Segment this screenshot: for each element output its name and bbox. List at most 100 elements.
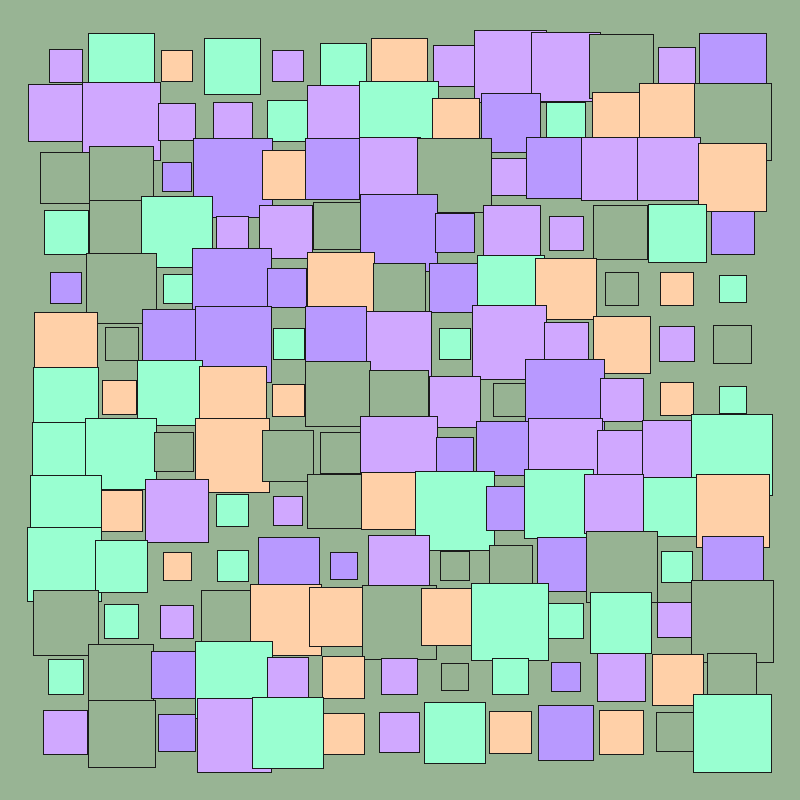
square-sage bbox=[313, 202, 361, 250]
square-violet bbox=[526, 137, 588, 199]
square-mint bbox=[661, 551, 693, 583]
square-sage bbox=[307, 474, 362, 529]
square-mint bbox=[590, 592, 652, 654]
square-lavender bbox=[491, 158, 529, 196]
square-sage bbox=[656, 712, 696, 752]
square-lavender bbox=[637, 137, 701, 201]
square-mint bbox=[217, 550, 249, 582]
square-lavender bbox=[43, 710, 88, 755]
square-lavender bbox=[158, 103, 196, 141]
square-sage bbox=[691, 580, 774, 663]
square-lavender bbox=[366, 311, 432, 377]
square-lavender bbox=[658, 47, 696, 85]
square-peach bbox=[322, 656, 365, 699]
square-peach bbox=[639, 83, 697, 141]
square-violet bbox=[305, 306, 367, 368]
square-lavender bbox=[145, 479, 209, 543]
square-peach bbox=[489, 711, 532, 754]
square-peach bbox=[696, 474, 770, 548]
square-violet bbox=[162, 162, 192, 192]
square-peach bbox=[323, 713, 365, 755]
square-sage bbox=[440, 551, 470, 581]
square-mint bbox=[439, 328, 471, 360]
square-peach bbox=[660, 272, 694, 306]
square-mint bbox=[216, 494, 249, 527]
square-peach bbox=[421, 588, 479, 646]
square-violet bbox=[330, 552, 358, 580]
square-sage bbox=[88, 700, 156, 768]
square-violet bbox=[305, 138, 367, 200]
square-mint bbox=[719, 386, 747, 414]
square-lavender bbox=[216, 216, 249, 249]
square-sage bbox=[441, 663, 469, 691]
square-sage bbox=[89, 200, 144, 255]
square-lavender bbox=[659, 326, 695, 362]
square-sage bbox=[320, 432, 362, 474]
square-violet bbox=[476, 421, 531, 476]
square-peach bbox=[592, 92, 642, 142]
square-sage bbox=[489, 545, 533, 589]
square-mint bbox=[44, 210, 89, 255]
square-lavender bbox=[213, 102, 253, 142]
square-sage bbox=[593, 205, 648, 260]
square-lavender bbox=[600, 378, 644, 422]
square-peach bbox=[660, 382, 694, 416]
square-mint bbox=[104, 604, 139, 639]
square-lavender bbox=[597, 430, 645, 478]
square-peach bbox=[34, 312, 98, 376]
square-sage bbox=[33, 590, 99, 656]
square-mint bbox=[643, 477, 703, 537]
square-peach bbox=[161, 50, 193, 82]
square-mint bbox=[693, 694, 772, 773]
square-peach bbox=[163, 552, 192, 581]
square-violet bbox=[711, 211, 755, 255]
square-violet bbox=[538, 705, 594, 761]
square-peach bbox=[599, 710, 644, 755]
square-sage bbox=[373, 263, 426, 316]
square-sage bbox=[605, 272, 639, 306]
square-violet bbox=[151, 651, 199, 699]
square-sage bbox=[88, 644, 154, 710]
square-lavender bbox=[433, 45, 475, 87]
square-lavender bbox=[483, 205, 541, 263]
square-sage bbox=[493, 383, 527, 417]
square-lavender bbox=[272, 50, 304, 82]
square-sage bbox=[105, 327, 139, 361]
square-violet bbox=[436, 437, 474, 475]
square-lavender bbox=[657, 602, 693, 638]
square-lavender bbox=[307, 85, 362, 140]
square-violet bbox=[142, 309, 197, 364]
square-lavender bbox=[584, 474, 644, 534]
square-peach bbox=[698, 143, 767, 212]
square-mint bbox=[548, 603, 584, 639]
square-lavender bbox=[160, 605, 194, 639]
square-mint bbox=[27, 527, 102, 602]
square-violet bbox=[158, 714, 196, 752]
square-lavender bbox=[581, 137, 645, 201]
square-sage bbox=[713, 325, 752, 364]
square-violet bbox=[551, 662, 581, 692]
square-mint bbox=[719, 275, 747, 303]
square-violet bbox=[486, 486, 531, 531]
square-violet bbox=[537, 537, 592, 592]
square-peach bbox=[102, 380, 137, 415]
square-mint bbox=[273, 328, 305, 360]
square-sage bbox=[40, 152, 92, 204]
square-sage bbox=[262, 430, 314, 482]
square-lavender bbox=[549, 216, 584, 251]
square-lavender bbox=[359, 137, 421, 199]
square-sage bbox=[154, 432, 194, 472]
square-mint bbox=[163, 274, 193, 304]
square-mint bbox=[320, 43, 367, 90]
square-mint bbox=[137, 360, 203, 426]
square-lavender bbox=[381, 658, 418, 695]
square-mint bbox=[95, 540, 148, 593]
square-peach bbox=[361, 472, 419, 530]
square-peach bbox=[309, 587, 369, 647]
square-violet bbox=[50, 272, 82, 304]
square-mint bbox=[204, 38, 261, 95]
square-mint bbox=[424, 702, 486, 764]
square-violet bbox=[267, 268, 307, 308]
square-peach bbox=[652, 654, 704, 706]
